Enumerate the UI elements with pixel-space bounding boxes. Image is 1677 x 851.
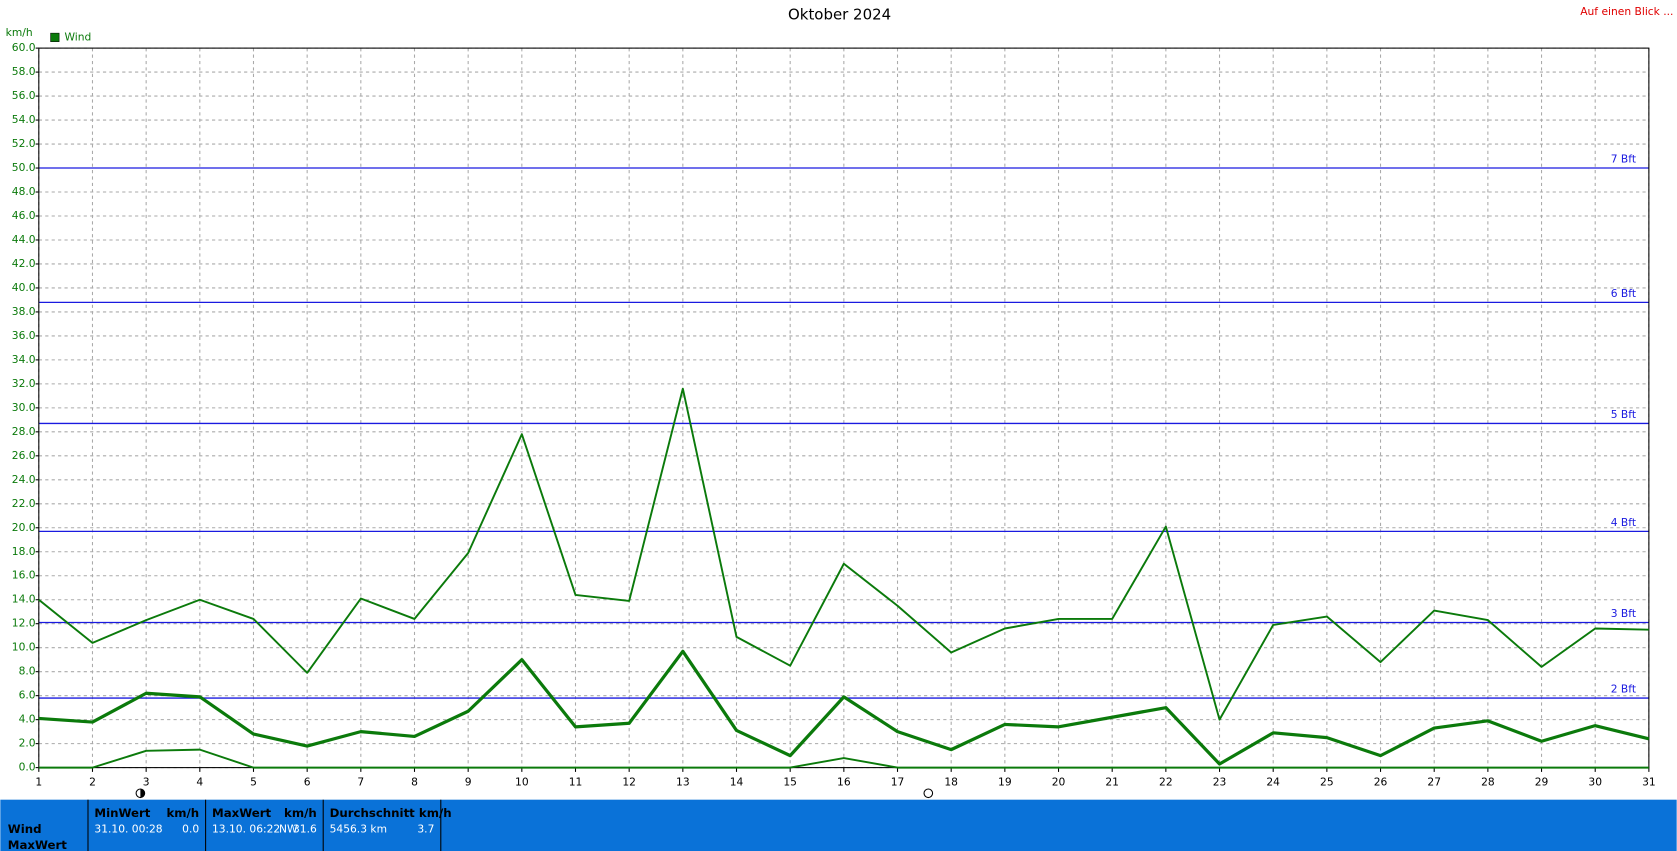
cell: 31.10. 00:28 — [94, 823, 162, 836]
plot-frame — [38, 47, 1650, 769]
moon-icon — [923, 788, 934, 799]
column-header: MinWert — [94, 806, 150, 820]
x-tick-label: 13 — [676, 776, 690, 789]
y-tick-label: 32.0 — [12, 377, 36, 390]
x-tick-label: 24 — [1266, 776, 1280, 789]
x-tick-label: 1 — [35, 776, 42, 789]
beaufort-label: 6 Bft — [1611, 287, 1636, 300]
y-tick-label: 22.0 — [12, 497, 36, 510]
wind-line — [38, 748, 1649, 769]
y-tick-label: 56.0 — [12, 89, 36, 102]
y-tick-label: 26.0 — [12, 449, 36, 462]
x-tick-label: 20 — [1052, 776, 1066, 789]
y-tick-label: 30.0 — [12, 401, 36, 414]
moon-shade — [140, 788, 145, 798]
y-tick-label: 54.0 — [12, 113, 36, 126]
beaufort-label: 5 Bft — [1611, 408, 1636, 421]
y-tick-label: 0.0 — [19, 761, 36, 774]
chart-title: Oktober 2024 — [788, 5, 891, 23]
x-tick-label: 18 — [944, 776, 958, 789]
beaufort-label: 4 Bft — [1611, 516, 1636, 529]
column-header: Durchschnitt km/h — [330, 806, 452, 820]
cell: 3.7 — [417, 823, 434, 836]
y-tick-label: 16.0 — [12, 569, 36, 582]
y-tick-label: 44.0 — [12, 233, 36, 246]
x-tick-label: 29 — [1535, 776, 1549, 789]
x-tick-label: 22 — [1159, 776, 1173, 789]
stats-table: Wind MaxWert MinWert km/h 31.10. 00:28 0.0 Max… — [8, 799, 452, 851]
x-tick-label: 6 — [304, 776, 311, 789]
x-tick-label: 15 — [783, 776, 797, 789]
cell: 5456.3 km — [330, 823, 387, 836]
y-tick-label: 38.0 — [12, 305, 36, 318]
stats-bar — [0, 799, 1677, 851]
x-tick-label: 26 — [1374, 776, 1388, 789]
x-tick-label: 28 — [1481, 776, 1495, 789]
x-tick-label: 5 — [250, 776, 257, 789]
x-tick-label: 4 — [196, 776, 203, 789]
cell: 31.6 — [293, 823, 317, 836]
y-tick-label: 4.0 — [19, 713, 36, 726]
wind-line — [38, 387, 1649, 721]
y-tick-label: 12.0 — [12, 617, 36, 630]
x-tick-label: 8 — [411, 776, 418, 789]
x-tick-label: 16 — [837, 776, 851, 789]
x-tick-label: 14 — [730, 776, 744, 789]
y-tick-label: 48.0 — [12, 185, 36, 198]
x-tick-label: 7 — [357, 776, 364, 789]
cell: 13.10. 06:22 — [212, 823, 280, 836]
cell: 0.0 — [182, 823, 199, 836]
y-tick-label: 8.0 — [19, 665, 36, 678]
y-tick-label: 2.0 — [19, 737, 36, 750]
y-tick-label: 14.0 — [12, 593, 36, 606]
row-label: MaxWert — [8, 838, 68, 851]
y-tick-label: 34.0 — [12, 353, 36, 366]
column-unit: km/h — [166, 806, 199, 820]
legend-label: Wind — [64, 30, 91, 43]
beaufort-label: 2 Bft — [1611, 683, 1636, 696]
x-tick-label: 31 — [1642, 776, 1656, 789]
beaufort-label: 7 Bft — [1611, 152, 1636, 165]
y-tick-label: 24.0 — [12, 473, 36, 486]
x-tick-label: 23 — [1213, 776, 1227, 789]
column-unit: km/h — [284, 806, 317, 820]
wind-line — [38, 649, 1650, 766]
y-tick-label: 42.0 — [12, 257, 36, 270]
y-tick-label: 20.0 — [12, 521, 36, 534]
y-tick-label: 58.0 — [12, 65, 36, 78]
plot-area: 0.0 2.0 4.0 6.0 8.0 10.0 12.0 14.0 16.0 18.0 20.0 2… — [12, 41, 1656, 788]
x-tick-label: 10 — [515, 776, 529, 789]
x-tick-label: 30 — [1588, 776, 1602, 789]
y-tick-label: 46.0 — [12, 209, 36, 222]
y-tick-label: 18.0 — [12, 545, 36, 558]
column-header: MaxWert — [212, 806, 272, 820]
x-tick-label: 2 — [89, 776, 96, 789]
x-tick-label: 3 — [143, 776, 150, 789]
x-tick-label: 12 — [622, 776, 636, 789]
row-label: Wind — [8, 822, 42, 836]
y-tick-label: 6.0 — [19, 689, 36, 702]
x-tick-label: 25 — [1320, 776, 1334, 789]
beaufort-label: 3 Bft — [1611, 607, 1636, 620]
x-tick-label: 17 — [891, 776, 905, 789]
y-tick-label: 50.0 — [12, 161, 36, 174]
legend-swatch — [50, 32, 60, 42]
x-tick-label: 27 — [1427, 776, 1441, 789]
link[interactable]: Auf einen Blick ... — [1580, 5, 1673, 18]
y-tick-label: 40.0 — [12, 281, 36, 294]
y-tick-label: 60.0 — [12, 41, 36, 54]
y-tick-label: 28.0 — [12, 425, 36, 438]
x-tick-label: 11 — [569, 776, 583, 789]
x-tick-label: 9 — [465, 776, 472, 789]
cell: NW — [279, 823, 298, 836]
x-tick-label: 21 — [1105, 776, 1119, 789]
y-tick-label: 36.0 — [12, 329, 36, 342]
y-tick-label: 52.0 — [12, 137, 36, 150]
y-tick-label: 10.0 — [12, 641, 36, 654]
x-tick-label: 19 — [998, 776, 1012, 789]
y-axis-label: km/h — [6, 26, 33, 39]
